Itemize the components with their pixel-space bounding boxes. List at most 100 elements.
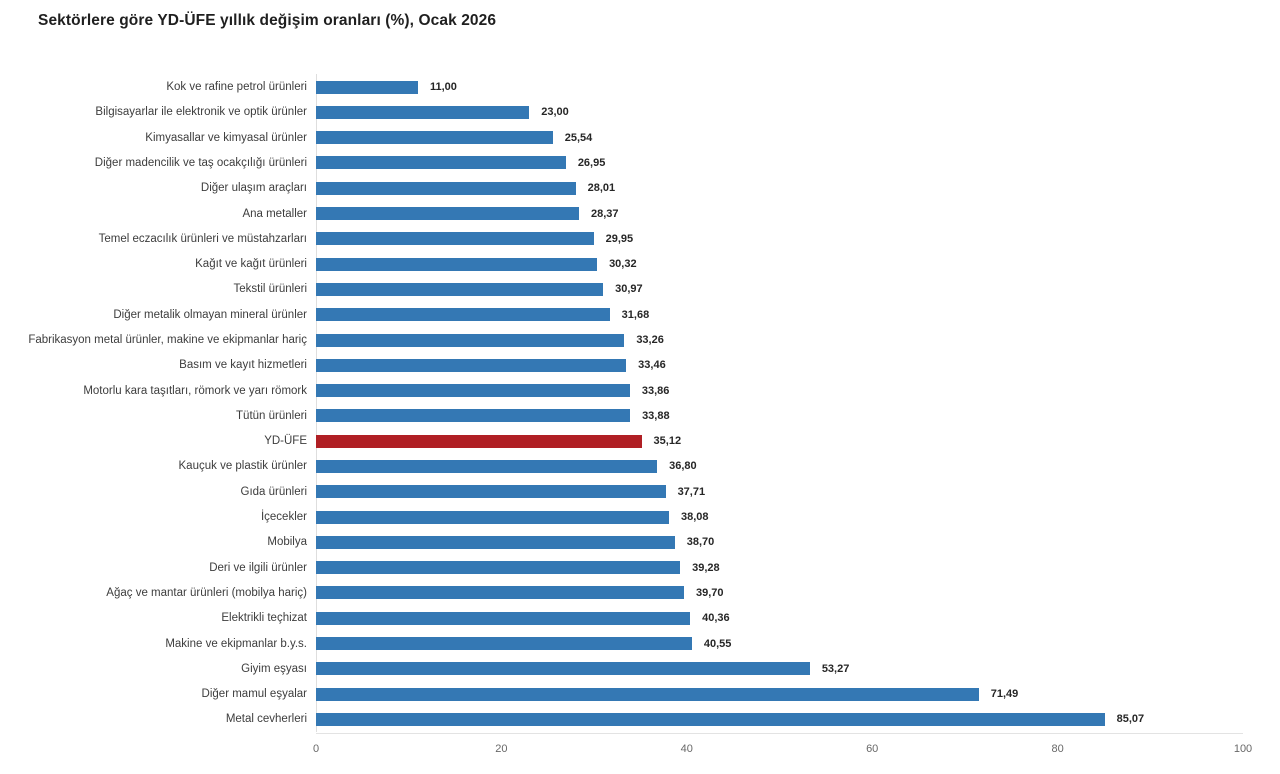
category-label: Diğer ulaşım araçları xyxy=(200,182,307,195)
bar-row: YD-ÜFE 35,12 xyxy=(0,429,1280,454)
bar-row: Tütün ürünleri 33,88 xyxy=(0,403,1280,428)
value-label: 23,00 xyxy=(541,106,569,119)
bar-row: Ağaç ve mantar ürünleri (mobilya hariç) 3… xyxy=(0,580,1280,605)
category-label: Makine ve ekipmanlar b.y.s. xyxy=(165,637,307,650)
bar xyxy=(316,156,566,170)
value-label: 33,46 xyxy=(638,359,666,372)
category-label: Ağaç ve mantar ürünleri (mobilya hariç) xyxy=(106,586,307,599)
category-label: Motorlu kara taşıtları, römork ve yarı r… xyxy=(83,384,307,397)
bar-row: Kauçuk ve plastik ürünler 36,80 xyxy=(0,454,1280,479)
bar-row: Elektrikli teçhizat 40,36 xyxy=(0,606,1280,631)
category-label: Tekstil ürünleri xyxy=(233,283,308,296)
value-label: 33,86 xyxy=(641,384,670,397)
bar-chart-plot-area: Kok ve rafine petrol ürünleri 11,00 Bilgis… xyxy=(0,74,1280,732)
bar-row: Kok ve rafine petrol ürünleri 11,00 xyxy=(0,74,1280,99)
bar-row: Tekstil ürünleri 30,97 xyxy=(0,277,1280,302)
value-label: 31,68 xyxy=(621,308,650,321)
bar-row: Basım ve kayıt hizmetleri 33,46 xyxy=(0,353,1280,378)
value-label: 53,27 xyxy=(821,662,850,675)
value-label: 28,37 xyxy=(590,207,619,220)
bar xyxy=(316,131,553,145)
bar-row: Diğer madencilik ve taş ocakçılığı ürünl… xyxy=(0,150,1280,175)
bar-row: Bilgisayarlar ile elektronik ve optik ür… xyxy=(0,100,1280,125)
value-label: 11,00 xyxy=(429,81,457,94)
bar xyxy=(316,687,979,701)
x-tick-label: 0 xyxy=(312,743,320,755)
bar xyxy=(316,257,598,271)
bar-row: Metal cevherleri 85,07 xyxy=(0,707,1280,732)
x-tick-label: 100 xyxy=(1233,743,1253,755)
bar-row: Diğer mamul eşyalar 71,49 xyxy=(0,682,1280,707)
category-label: Giyim eşyası xyxy=(241,662,307,675)
category-label: Fabrikasyon metal ürünler, makine ve eki… xyxy=(28,334,307,346)
value-label: 30,97 xyxy=(615,283,643,296)
bar-row: Mobilya 38,70 xyxy=(0,530,1280,555)
bar xyxy=(316,80,418,94)
bar-row: Makine ve ekipmanlar b.y.s. 40,55 xyxy=(0,631,1280,656)
value-label: 71,49 xyxy=(990,688,1019,701)
category-label: Metal cevherleri xyxy=(225,713,307,726)
x-tick-label: 20 xyxy=(495,743,508,755)
bar-row: Kimyasallar ve kimyasal ürünler 25,54 xyxy=(0,125,1280,150)
bar-row: Diğer metalik olmayan mineral ürünler 31,… xyxy=(0,302,1280,327)
chart-title: Sektörlere göre YD-ÜFE yıllık değişim or… xyxy=(38,12,497,29)
category-label: Deri ve ilgili ürünler xyxy=(209,561,307,574)
value-label: 40,55 xyxy=(703,637,732,650)
bar-row: Diğer ulaşım araçları 28,01 xyxy=(0,176,1280,201)
category-label: Kauçuk ve plastik ürünler xyxy=(178,460,307,473)
value-label: 38,70 xyxy=(686,536,715,549)
y-axis-zero-line xyxy=(316,74,317,733)
value-label: 33,88 xyxy=(642,409,670,422)
category-label: YD-ÜFE xyxy=(264,435,307,448)
category-label: Diğer metalik olmayan mineral ürünler xyxy=(113,308,307,321)
bar xyxy=(316,510,669,524)
category-label: Bilgisayarlar ile elektronik ve optik ür… xyxy=(95,106,307,119)
category-label: Basım ve kayıt hizmetleri xyxy=(179,359,307,372)
category-label: Elektrikli teçhizat xyxy=(221,612,307,625)
value-label: 30,32 xyxy=(609,258,637,271)
bar xyxy=(316,561,681,575)
bar-row: İçecekler 38,08 xyxy=(0,504,1280,529)
bar xyxy=(316,535,675,549)
bar xyxy=(316,308,610,322)
x-tick-label: 40 xyxy=(680,743,693,755)
value-label: 39,70 xyxy=(696,586,724,599)
bar-row: Fabrikasyon metal ürünler, makine ve eki… xyxy=(0,327,1280,352)
bar xyxy=(316,358,627,372)
category-label: Diğer mamul eşyalar xyxy=(201,688,307,701)
x-axis-line xyxy=(316,733,1243,734)
bar xyxy=(316,384,630,398)
bar xyxy=(316,662,810,676)
category-label: Kok ve rafine petrol ürünleri xyxy=(166,81,307,94)
value-label: 29,95 xyxy=(605,232,634,245)
bar xyxy=(316,712,1105,726)
bar xyxy=(316,181,576,195)
bar xyxy=(316,409,631,423)
value-label: 40,36 xyxy=(702,612,730,625)
value-label: 25,54 xyxy=(564,131,593,144)
bar-highlight xyxy=(316,434,642,448)
bar-row: Motorlu kara taşıtları, römork ve yarı r… xyxy=(0,378,1280,403)
category-label: Gıda ürünleri xyxy=(240,485,307,498)
value-label: 26,95 xyxy=(577,156,606,169)
bar xyxy=(316,586,685,600)
category-label: Ana metaller xyxy=(242,207,307,220)
value-label: 28,01 xyxy=(587,182,616,195)
value-label: 39,28 xyxy=(692,561,720,574)
value-label: 35,12 xyxy=(653,435,682,448)
bar-row: Ana metaller 28,37 xyxy=(0,201,1280,226)
bar xyxy=(316,105,530,119)
bar xyxy=(316,611,691,625)
value-label: 36,80 xyxy=(669,460,697,473)
x-axis-tick-labels: 0 20 40 60 80 100 xyxy=(0,743,1280,759)
bar xyxy=(316,282,604,296)
category-label: Tütün ürünleri xyxy=(236,409,307,422)
bar-row: Kağıt ve kağıt ürünleri 30,32 xyxy=(0,251,1280,276)
value-label: 38,08 xyxy=(681,511,709,524)
value-label: 85,07 xyxy=(1116,713,1145,726)
category-label: Diğer madencilik ve taş ocakçılığı ürünl… xyxy=(94,156,307,169)
bar xyxy=(316,232,594,246)
x-tick-label: 80 xyxy=(1051,743,1064,755)
bar xyxy=(316,207,579,221)
